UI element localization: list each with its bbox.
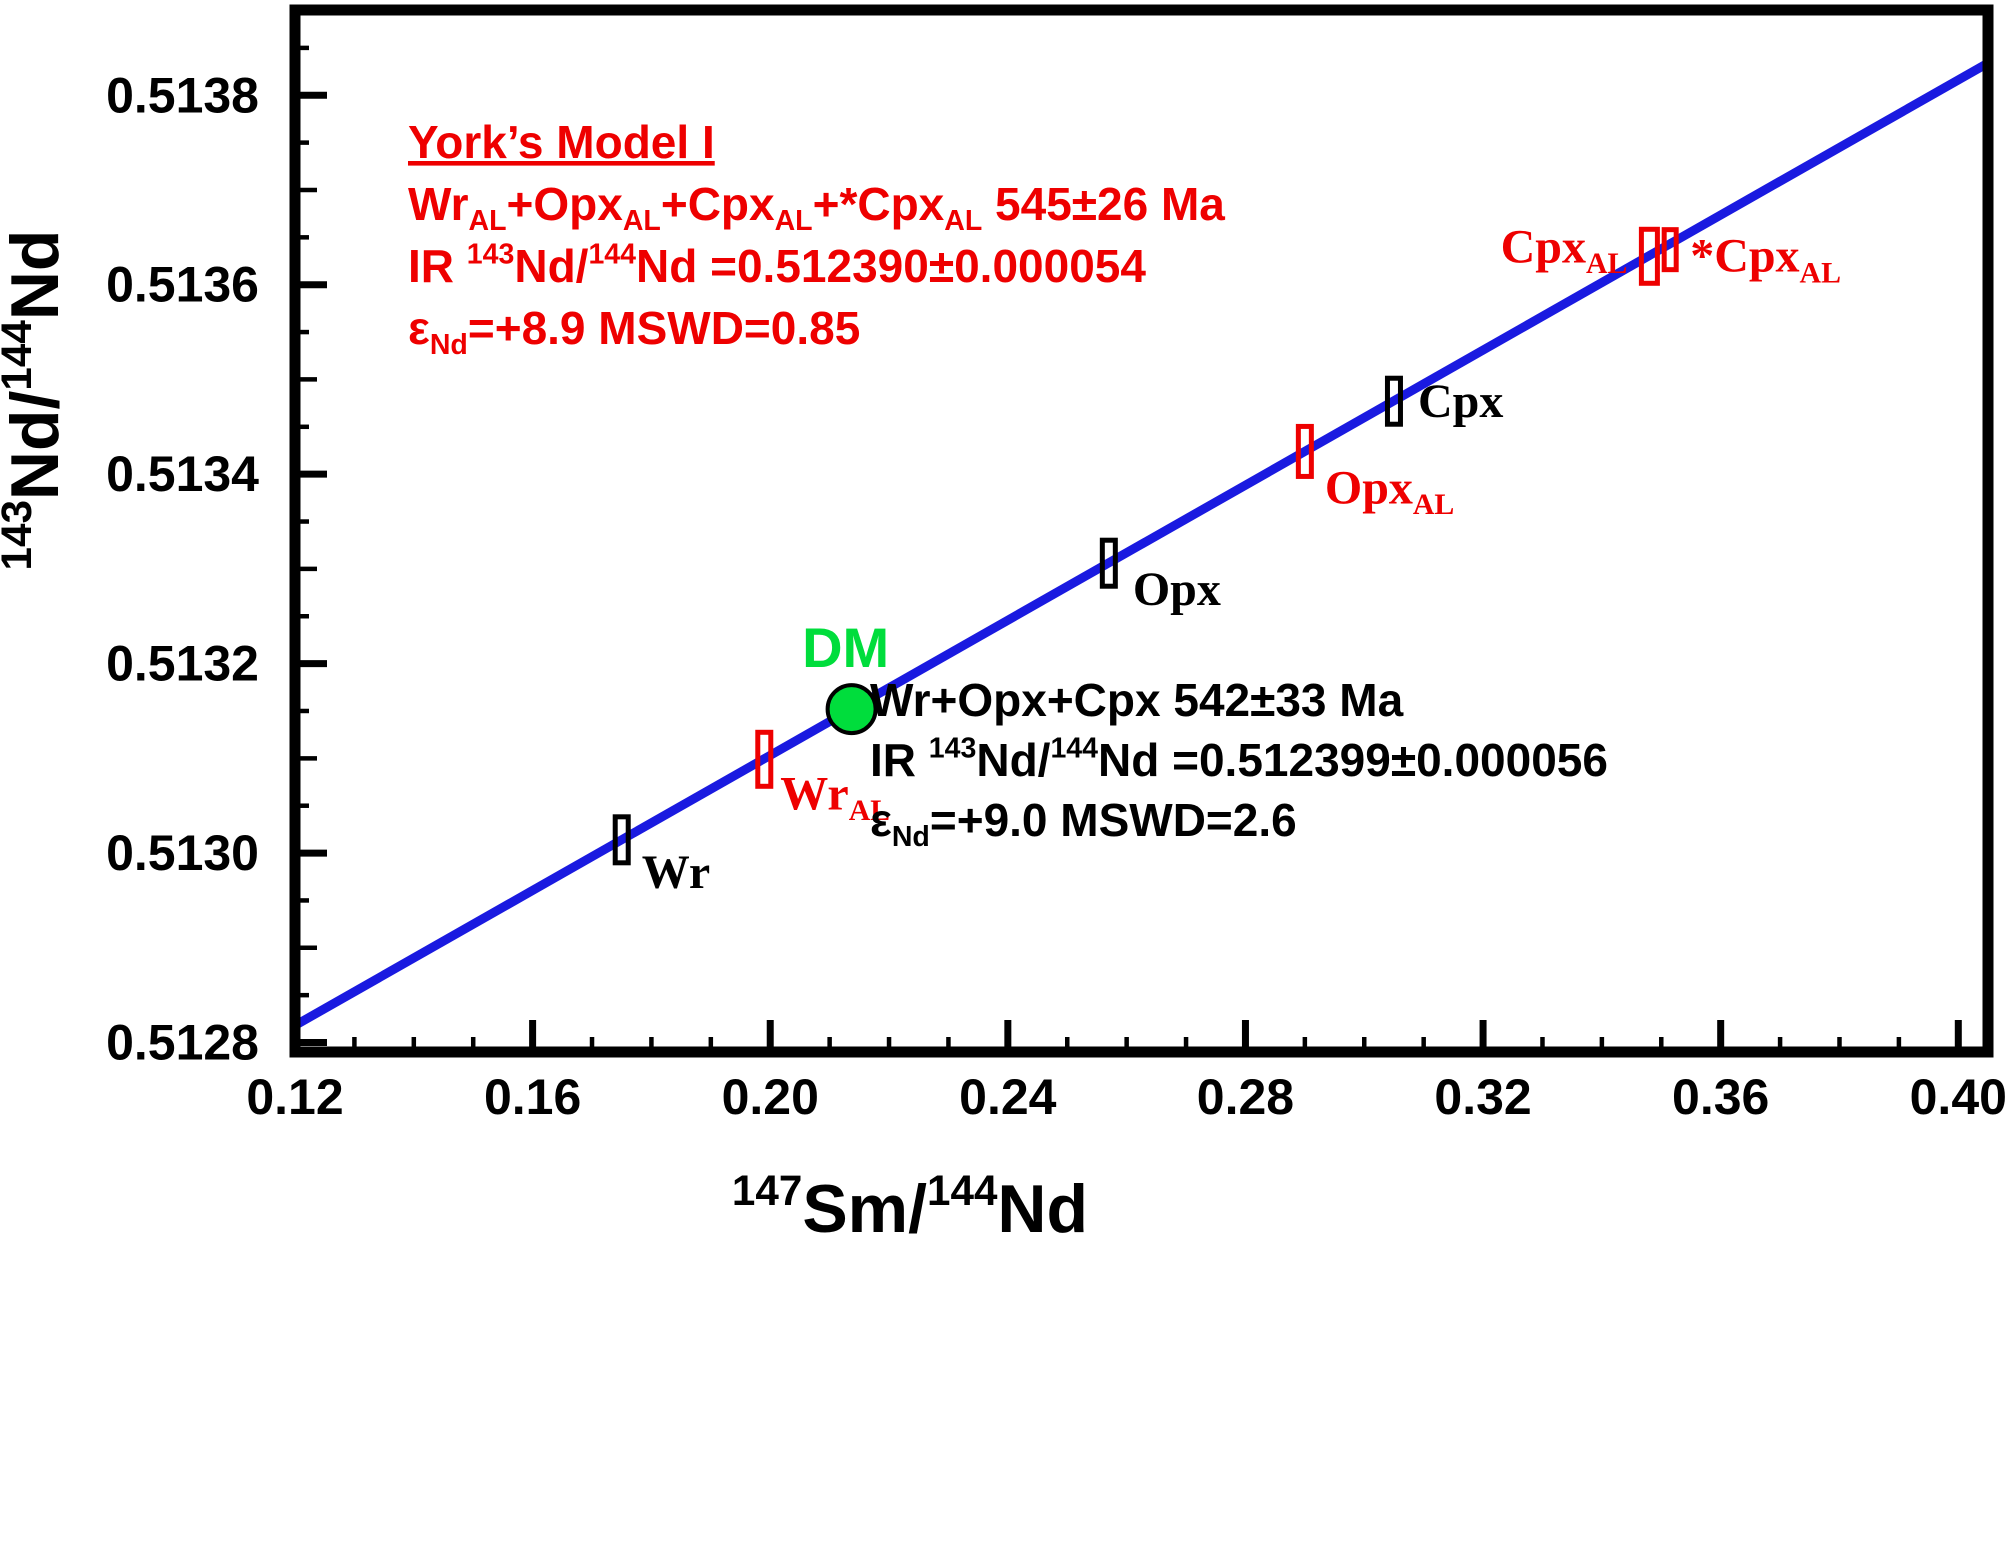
data-point-opx — [1099, 537, 1118, 589]
annotation-york-model-i-line-4: εNd=+8.9 MSWD=0.85 — [408, 302, 860, 361]
y-tick-label: 0.5132 — [106, 636, 259, 692]
point-label-cpx: Cpx — [1418, 375, 1503, 428]
data-point-star-cpx-al — [1661, 227, 1679, 273]
annotation-wr-opx-cpx-line-1: Wr+Opx+Cpx 542±33 Ma — [870, 674, 1404, 726]
point-label-dm: DM — [802, 616, 889, 679]
x-tick-label: 0.28 — [1197, 1069, 1294, 1125]
x-tick-label: 0.24 — [959, 1069, 1057, 1125]
point-label-wr-al: WrAL — [780, 767, 890, 827]
point-label-cpx-al: CpxAL — [1501, 220, 1628, 280]
x-tick-label: 0.16 — [484, 1069, 581, 1125]
annotation-wr-opx-cpx-line-2: IR 143Nd/144Nd =0.512399±0.000056 — [870, 733, 1608, 786]
x-axis-title: 147Sm/144Nd — [732, 1167, 1088, 1247]
annotation-york-model-i-line-2: WrAL+OpxAL+CpxAL+*CpxAL 545±26 Ma — [408, 178, 1225, 237]
x-tick-label: 0.20 — [722, 1069, 819, 1125]
data-point-opx-al — [1295, 423, 1314, 479]
plot-border — [289, 4, 1994, 1058]
data-point-wr-al — [755, 729, 774, 789]
x-tick-label: 0.40 — [1910, 1069, 2007, 1125]
annotation-wr-opx-cpx-line-3: εNd=+9.0 MSWD=2.6 — [870, 794, 1297, 853]
x-tick-label: 0.36 — [1672, 1069, 1769, 1125]
point-label-opx-al: OpxAL — [1325, 461, 1454, 521]
isochron-line — [292, 59, 1991, 1030]
point-label-opx: Opx — [1133, 563, 1221, 616]
y-tick-label: 0.5130 — [106, 825, 259, 881]
y-tick-label: 0.5136 — [106, 257, 259, 313]
y-tick-label: 0.5128 — [106, 1015, 259, 1071]
annotation-york-model-i-line-1: York’s Model I — [408, 116, 715, 168]
y-axis-title: 143Nd/144Nd — [0, 230, 73, 571]
y-tick-label: 0.5134 — [106, 446, 259, 502]
annotation-york-model-i-line-3: IR 143Nd/144Nd =0.512390±0.000054 — [408, 239, 1146, 292]
data-point-dm — [825, 683, 878, 736]
x-tick-label: 0.32 — [1434, 1069, 1531, 1125]
point-label-wr: Wr — [642, 846, 710, 899]
y-tick-label: 0.5138 — [106, 67, 259, 123]
data-point-cpx-al — [1638, 226, 1660, 286]
data-point-wr — [612, 814, 631, 866]
x-tick-label: 0.12 — [246, 1069, 343, 1125]
point-label-star-cpx-al: *CpxAL — [1690, 230, 1841, 290]
data-point-cpx — [1384, 375, 1403, 427]
